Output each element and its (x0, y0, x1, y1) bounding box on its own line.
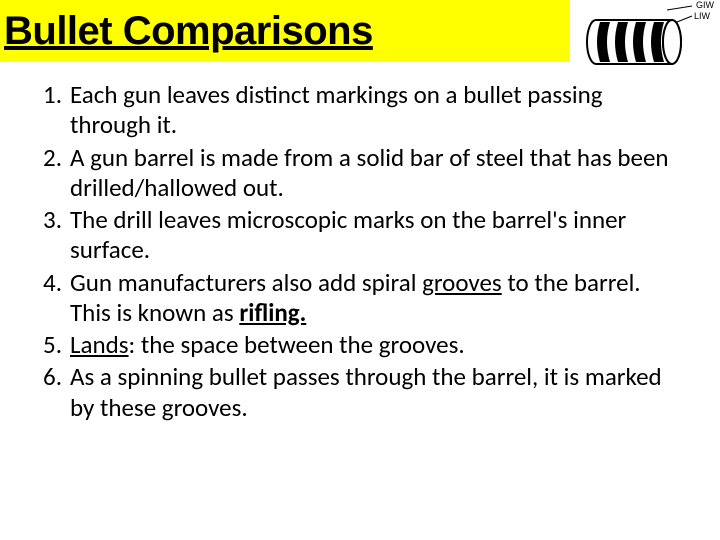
list-item: Each gun leaves distinct markings on a b… (28, 80, 680, 141)
list-item: The drill leaves microscopic marks on th… (28, 205, 680, 266)
list-item: As a spinning bullet passes through the … (28, 362, 680, 423)
list-text: : the space between the grooves. (129, 329, 465, 360)
title-bar: Bullet Comparisons (0, 0, 570, 62)
bullet-diagram: GIW LIW (582, 2, 712, 68)
list-text: A gun barrel is made from a solid bar of… (70, 142, 669, 203)
numbered-list: Each gun leaves distinct markings on a b… (28, 80, 680, 423)
list-text: The drill leaves microscopic marks on th… (70, 204, 626, 265)
list-text: As a spinning bullet passes through the … (70, 361, 662, 422)
list-item: Gun manufacturers also add spiral groove… (28, 268, 680, 329)
list-text: Gun manufacturers also add spiral (70, 267, 422, 298)
diagram-label-giw: GIW (696, 0, 714, 10)
list-text: Each gun leaves distinct markings on a b… (70, 79, 603, 140)
diagram-label-liw: LIW (694, 11, 710, 21)
list-item: A gun barrel is made from a solid bar of… (28, 143, 680, 204)
list-text-underline: grooves (422, 267, 502, 298)
list-text-underline: Lands (70, 329, 129, 360)
list-text-bold-underline: rifling. (239, 297, 306, 328)
page-title: Bullet Comparisons (4, 9, 373, 54)
list-container: Each gun leaves distinct markings on a b… (28, 80, 680, 425)
list-item: Lands: the space between the grooves. (28, 330, 680, 360)
